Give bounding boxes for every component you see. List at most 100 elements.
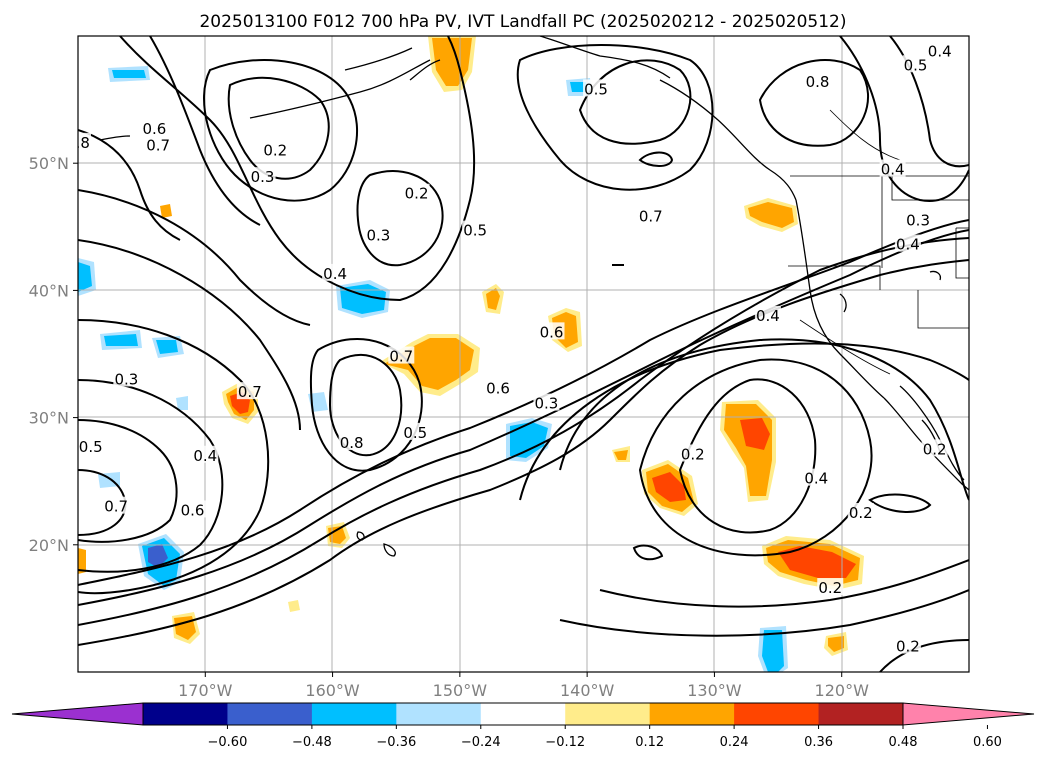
contour-label-bg — [388, 346, 415, 364]
colorbar-extend-high — [902, 702, 1035, 726]
colorbar-tick-label: 0.24 — [720, 735, 749, 750]
contour-label-bg — [78, 132, 91, 150]
contour-label-bg — [679, 444, 706, 462]
contour-label: 0.5 — [584, 80, 608, 98]
contour-label-bg — [78, 436, 104, 454]
colorbar-outline — [142, 702, 904, 726]
contour-label: 0.5 — [463, 222, 487, 240]
contour-label: 0.2 — [263, 141, 287, 159]
colorbar-extend-low — [11, 702, 144, 726]
contour-label-bg — [249, 167, 276, 185]
contour-label-bg — [905, 210, 932, 228]
latitude-tick-labels: 50°N 40°N 30°N 20°N — [29, 154, 78, 555]
contour-label: 0.4 — [804, 470, 828, 488]
contour-label: 0.8 — [806, 73, 830, 91]
contour-label: 0.5 — [904, 56, 928, 74]
lat-tick-label: 50°N — [29, 154, 69, 173]
contour-label: 0.3 — [534, 395, 558, 413]
contour-label: 0.7 — [104, 498, 128, 516]
colorbar-tick-label: −0.48 — [292, 735, 332, 750]
lat-tick-label: 20°N — [29, 536, 69, 555]
contour-label: 0.2 — [849, 504, 873, 522]
colorbar-tick-label: −0.24 — [461, 735, 501, 750]
contour-label-bg — [262, 140, 289, 158]
colorbar-tick-label: −0.12 — [545, 735, 585, 750]
contour-label-bg — [113, 369, 140, 387]
colorbar-tick-label: −0.36 — [376, 735, 416, 750]
contour-label-bg — [817, 578, 844, 596]
contour-label-bg — [804, 71, 831, 89]
contour-label: 0.4 — [881, 161, 905, 179]
coastlines — [99, 36, 969, 557]
political-borders — [788, 109, 969, 375]
contour-label: 0.6 — [181, 501, 205, 519]
contour-label: 0.4 — [323, 265, 347, 283]
colorbar-segment — [649, 703, 735, 725]
contour-label: 0.3 — [114, 370, 138, 388]
contour-label: 0.2 — [923, 440, 947, 458]
contour-label-bg — [485, 378, 512, 396]
contour-label-bg — [236, 382, 263, 400]
contour-label-bg — [879, 159, 906, 177]
colorbar-tick-label: 0.12 — [635, 735, 664, 750]
colorbar-tick-label: 0.36 — [804, 735, 833, 750]
contour-label-bg — [894, 636, 921, 654]
contour-label: 0.5 — [403, 424, 427, 442]
contour-label: 0.3 — [251, 168, 275, 186]
colorbar: −0.60 −0.48 −0.36 −0.24 −0.12 0.12 0.24 0.36 0.4… — [11, 702, 1035, 750]
lon-tick-label: 160°W — [305, 681, 360, 700]
colorbar-segment — [143, 703, 228, 725]
contour-label-bg — [637, 206, 664, 224]
contour-label-bg — [192, 445, 219, 463]
contour-label: 0.7 — [146, 136, 170, 154]
colorbar-tick-label: 0.60 — [973, 735, 1002, 750]
lat-tick-label: 30°N — [29, 409, 69, 428]
colorbar-segment — [396, 703, 482, 725]
contour-label-bg — [322, 263, 349, 281]
contour-label-bg — [141, 118, 168, 136]
lon-tick-label: 150°W — [433, 681, 488, 700]
contour-label-bg — [403, 183, 430, 201]
contour-label: 0.8 — [66, 134, 90, 152]
lon-tick-label: 140°W — [560, 681, 615, 700]
contour-label: 0.6 — [486, 379, 510, 397]
colorbar-tick-label: 0.48 — [889, 735, 918, 750]
lon-tick-label: 170°W — [178, 681, 233, 700]
colorbar-segment — [734, 703, 820, 725]
contour-label-bg — [533, 393, 560, 411]
lon-tick-label: 120°W — [815, 681, 870, 700]
contour-label: 0.7 — [238, 383, 262, 401]
contour-label: 0.3 — [906, 211, 930, 229]
map-frame — [77, 35, 970, 673]
lon-tick-label: 130°W — [687, 681, 742, 700]
contour-label: 0.4 — [928, 42, 952, 60]
plot-title: 2025013100 F012 700 hPa PV, IVT Landfall… — [199, 12, 846, 32]
contour-label: 0.7 — [389, 348, 413, 366]
contour-label-bg — [583, 79, 610, 97]
pv-contours — [78, 36, 969, 672]
negative-anomaly-shading — [78, 66, 788, 672]
contour-label-bg — [179, 500, 206, 518]
colorbar-segment — [311, 703, 397, 725]
contour-label: 0.7 — [639, 208, 663, 226]
contour-label-bg — [402, 422, 429, 440]
contour-label: 0.2 — [405, 185, 429, 203]
contour-label-bg — [365, 225, 392, 243]
colorbar-tick-label: −0.60 — [208, 735, 248, 750]
contour-label-bg — [462, 220, 489, 238]
contour-label: 0.3 — [366, 227, 390, 245]
colorbar-segment — [818, 703, 904, 725]
contour-label: 0.2 — [896, 638, 920, 656]
map-area: 0.20.30.20.30.40.50.60.70.80.5 0.80.50.40… — [66, 36, 969, 672]
contour-label: 0.4 — [193, 447, 217, 465]
contour-label-bg — [338, 433, 365, 451]
contour-label-bg — [754, 305, 781, 323]
contour-label-bg — [926, 41, 953, 59]
contour-label-bg — [538, 322, 565, 340]
contour-label-bg — [803, 468, 830, 486]
contour-label: 0.2 — [681, 445, 705, 463]
contour-label-bg — [103, 496, 130, 514]
contour-label-bg — [847, 503, 874, 520]
contour-label: 0.6 — [540, 323, 564, 341]
